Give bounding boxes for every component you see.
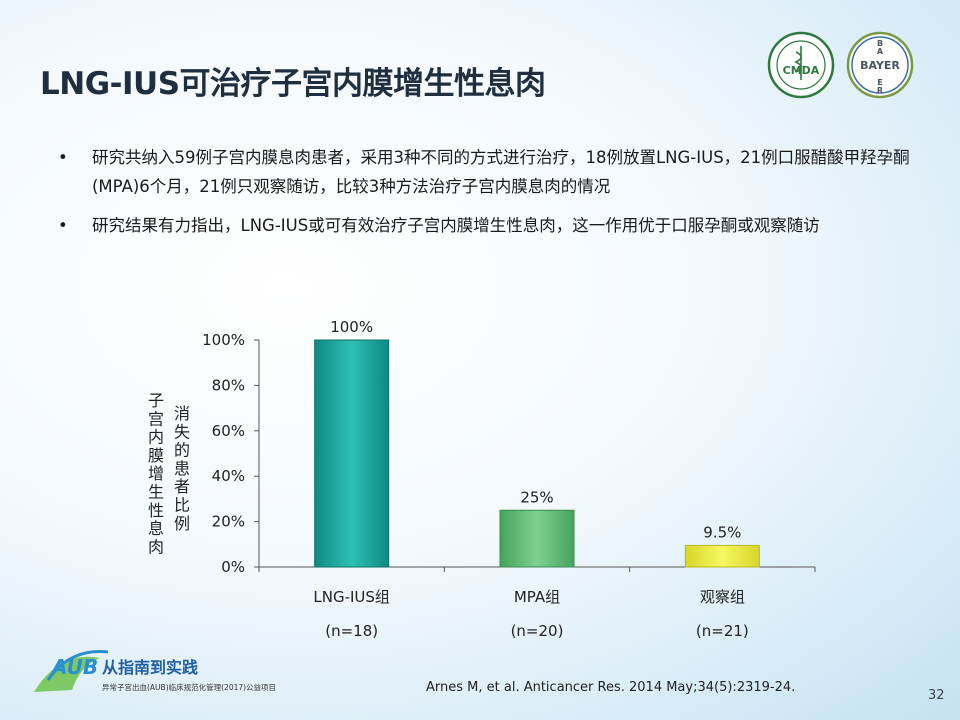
y-axis-label-char: 比 <box>174 496 190 515</box>
y-axis-label-char: 息 <box>148 519 164 538</box>
y-tick-label: 0% <box>221 558 245 576</box>
aub-project-logo: AUB 从指南到实践 异常子宫出血(AUB)临床规范化管理(2017)公益项目 <box>34 650 276 692</box>
data-label: 9.5% <box>703 523 741 541</box>
x-category-label: LNG-IUS组 <box>313 588 390 606</box>
cmda-logo: CMDA <box>767 31 835 99</box>
y-axis-label-char: 消 <box>174 404 190 423</box>
svg-text:B: B <box>877 39 883 48</box>
y-axis-label-char: 肉 <box>148 537 164 556</box>
bullet-item: • 研究结果有力指出，LNG-IUS或可有效治疗子宫内膜增生性息肉，这一作用优于… <box>58 211 918 240</box>
y-tick-label: 20% <box>212 513 245 531</box>
bullet-item: • 研究共纳入59例子宫内膜息肉患者，采用3种不同的方式进行治疗，18例放置LN… <box>58 143 918 201</box>
svg-text:R: R <box>877 86 883 95</box>
svg-text:E: E <box>877 78 882 87</box>
y-axis-label-char: 生 <box>148 483 164 502</box>
svg-text:AUB: AUB <box>50 655 98 679</box>
y-axis-label-char: 增 <box>148 464 164 483</box>
aub-logo-subtitle: 异常子宫出血(AUB)临床规范化管理(2017)公益项目 <box>102 682 276 692</box>
x-category-sublabel: (n=21) <box>696 622 749 640</box>
y-axis-label-char: 宫 <box>148 409 164 428</box>
y-axis-label-char: 子 <box>148 391 164 410</box>
bullet-text: 研究共纳入59例子宫内膜息肉患者，采用3种不同的方式进行治疗，18例放置LNG-… <box>92 148 910 196</box>
bayer-logo-text: BAYER <box>860 59 900 72</box>
bar-2 <box>499 509 575 568</box>
slide-title: LNG-IUS可治疗子宫内膜增生性息肉 <box>40 66 546 102</box>
y-axis-label-char: 患 <box>174 459 190 478</box>
page-number: 32 <box>928 688 945 703</box>
citation: Arnes M, et al. Anticancer Res. 2014 May… <box>426 680 796 695</box>
data-label: 100% <box>330 318 373 336</box>
y-axis-label-char: 的 <box>174 441 190 460</box>
y-axis-label-char: 性 <box>148 501 164 520</box>
bar-3 <box>684 544 760 568</box>
x-category-sublabel: (n=20) <box>511 622 564 640</box>
y-tick-label: 40% <box>212 467 245 485</box>
x-category-sublabel: (n=18) <box>325 622 378 640</box>
y-axis-label-char: 膜 <box>148 446 164 465</box>
y-axis-label-char: 者 <box>174 477 190 496</box>
bullet-text: 研究结果有力指出，LNG-IUS或可有效治疗子宫内膜增生性息肉，这一作用优于口服… <box>92 216 820 235</box>
y-tick-label: 100% <box>202 331 245 349</box>
svg-text:A: A <box>877 47 884 56</box>
bar-1 <box>314 339 390 568</box>
y-axis-label-char: 例 <box>174 514 190 533</box>
y-axis-label-char: 失 <box>174 422 190 441</box>
x-category-label: 观察组 <box>700 588 745 606</box>
y-tick-label: 60% <box>212 422 245 440</box>
y-tick-label: 80% <box>212 376 245 394</box>
aub-logo-title: 从指南到实践 <box>102 658 198 677</box>
bayer-logo: BAYER B A E R <box>846 31 914 99</box>
x-category-label: MPA组 <box>514 588 560 606</box>
y-axis-label-line: 子宫内膜增生性息肉 <box>148 391 164 556</box>
data-label: 25% <box>520 488 553 506</box>
bullet-list: • 研究共纳入59例子宫内膜息肉患者，采用3种不同的方式进行治疗，18例放置LN… <box>58 143 918 250</box>
cmda-logo-text: CMDA <box>783 64 820 77</box>
bullet-marker: • <box>58 216 68 235</box>
y-axis-label-char: 内 <box>148 428 164 447</box>
bullet-marker: • <box>58 148 68 167</box>
